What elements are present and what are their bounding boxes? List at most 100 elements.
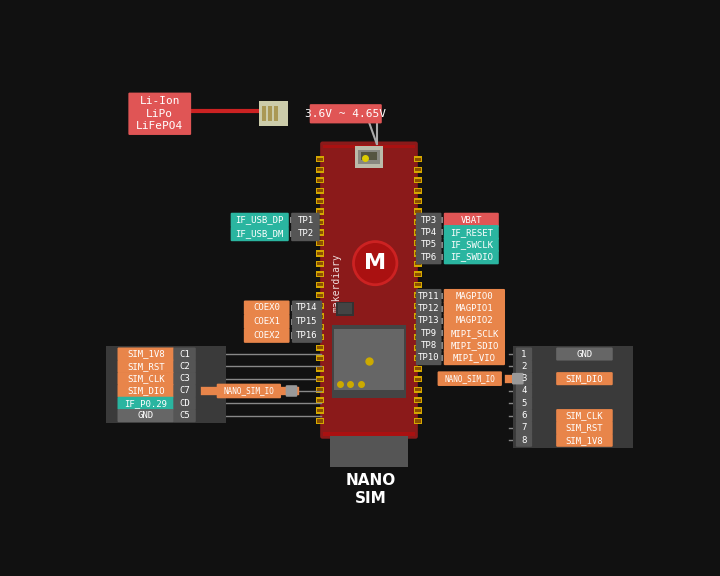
Bar — [414, 166, 422, 173]
Text: 4: 4 — [521, 386, 527, 396]
Text: COEX1: COEX1 — [253, 317, 280, 326]
Text: TP1: TP1 — [297, 215, 313, 225]
Bar — [414, 418, 422, 424]
Bar — [316, 355, 324, 361]
FancyBboxPatch shape — [117, 372, 174, 385]
Text: TP9: TP9 — [420, 329, 437, 338]
Text: TP13: TP13 — [418, 316, 439, 325]
Bar — [438, 330, 443, 336]
FancyBboxPatch shape — [556, 422, 613, 434]
FancyBboxPatch shape — [444, 249, 499, 264]
Bar — [317, 336, 323, 339]
Text: MIPI_SDIO: MIPI_SDIO — [450, 341, 498, 350]
Bar — [317, 210, 323, 213]
Bar — [316, 292, 324, 298]
Bar — [317, 231, 323, 234]
FancyBboxPatch shape — [292, 314, 322, 329]
FancyBboxPatch shape — [117, 360, 174, 373]
Text: IF_USB_DP: IF_USB_DP — [235, 215, 284, 225]
Bar — [317, 419, 323, 423]
FancyBboxPatch shape — [291, 213, 320, 228]
Text: IF_SWCLK: IF_SWCLK — [450, 240, 492, 249]
Text: C2: C2 — [179, 362, 190, 371]
Bar — [414, 219, 422, 225]
Bar — [317, 199, 323, 203]
Bar — [415, 252, 421, 255]
Bar — [338, 303, 352, 314]
FancyBboxPatch shape — [230, 213, 289, 228]
Text: SIM_1V8: SIM_1V8 — [127, 350, 165, 358]
Text: Li-Ion
LiPo
LiFePO4: Li-Ion LiPo LiFePO4 — [136, 96, 184, 131]
Bar — [290, 231, 294, 237]
Bar — [414, 324, 422, 330]
Text: C7: C7 — [179, 386, 190, 396]
Bar — [438, 305, 443, 312]
Text: MIPI_SCLK: MIPI_SCLK — [450, 329, 498, 338]
Text: GND: GND — [577, 350, 593, 358]
Text: IF_RESET: IF_RESET — [450, 228, 492, 237]
FancyBboxPatch shape — [516, 434, 532, 447]
Text: COEX2: COEX2 — [253, 331, 280, 340]
Bar — [361, 152, 377, 160]
FancyBboxPatch shape — [174, 409, 196, 422]
Bar — [414, 313, 422, 319]
FancyBboxPatch shape — [556, 409, 613, 422]
Text: MAGPIO1: MAGPIO1 — [456, 304, 493, 313]
Bar — [316, 397, 324, 403]
FancyBboxPatch shape — [444, 351, 505, 365]
Bar — [330, 437, 408, 467]
Bar — [415, 346, 421, 349]
Bar — [415, 158, 421, 161]
FancyBboxPatch shape — [444, 237, 499, 252]
Text: SIM_CLK: SIM_CLK — [127, 374, 165, 383]
Bar — [414, 251, 422, 256]
Bar — [415, 221, 421, 223]
FancyBboxPatch shape — [516, 422, 532, 434]
Bar — [415, 419, 421, 423]
Bar — [438, 318, 443, 324]
FancyBboxPatch shape — [444, 338, 505, 353]
Bar — [316, 344, 324, 351]
Bar — [414, 198, 422, 204]
FancyBboxPatch shape — [556, 372, 613, 385]
Bar — [332, 325, 406, 398]
Bar — [317, 273, 323, 276]
Text: MIPI_VIO: MIPI_VIO — [453, 353, 496, 362]
Bar — [317, 357, 323, 360]
Bar — [316, 313, 324, 319]
Bar — [415, 399, 421, 401]
Bar — [414, 355, 422, 361]
Bar — [415, 409, 421, 412]
Bar — [317, 189, 323, 192]
Bar — [317, 304, 323, 308]
FancyBboxPatch shape — [416, 338, 441, 353]
Bar — [317, 399, 323, 401]
Bar — [317, 378, 323, 381]
Text: TP2: TP2 — [297, 229, 313, 238]
FancyBboxPatch shape — [174, 372, 196, 385]
Text: C3: C3 — [179, 374, 190, 383]
Bar — [414, 303, 422, 309]
Bar — [317, 294, 323, 297]
Bar — [414, 188, 422, 194]
FancyBboxPatch shape — [128, 93, 191, 135]
Bar — [415, 325, 421, 328]
Text: TP5: TP5 — [420, 240, 437, 249]
Bar — [274, 106, 279, 122]
Bar — [316, 177, 324, 183]
Bar — [291, 332, 294, 339]
FancyBboxPatch shape — [416, 313, 441, 328]
FancyBboxPatch shape — [174, 384, 196, 397]
FancyBboxPatch shape — [117, 347, 174, 361]
Bar — [316, 376, 324, 382]
Circle shape — [354, 241, 397, 285]
Bar — [317, 409, 323, 412]
Text: TP12: TP12 — [418, 304, 439, 313]
Bar — [438, 241, 443, 248]
Text: TP14: TP14 — [296, 304, 318, 312]
Text: GND: GND — [138, 411, 154, 420]
Bar — [317, 388, 323, 391]
FancyBboxPatch shape — [516, 384, 532, 397]
Text: 1: 1 — [521, 350, 527, 358]
Text: 3.6V ~ 4.65V: 3.6V ~ 4.65V — [305, 109, 386, 119]
